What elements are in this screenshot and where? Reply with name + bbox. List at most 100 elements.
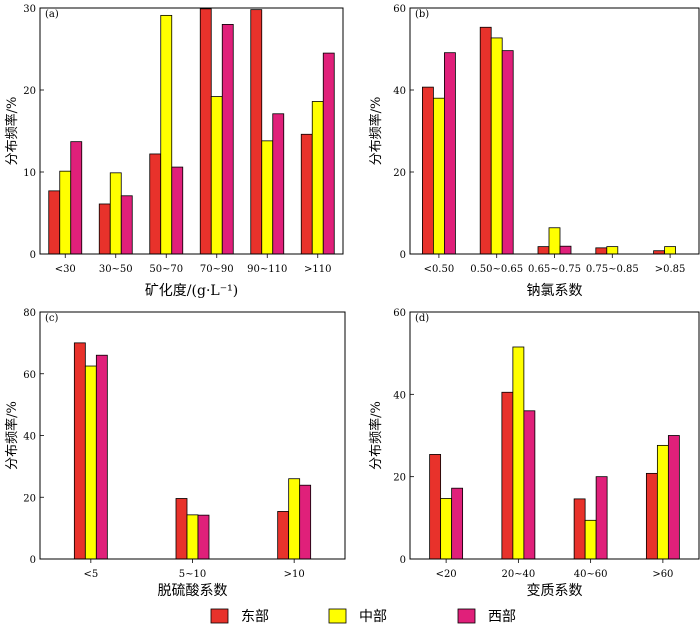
x-tick-label: >110 [304,264,331,275]
x-axis-title: 变质系数 [527,583,583,599]
x-tick-label: >10 [284,569,305,580]
bar-中部-<0.50 [432,97,445,255]
bar-西部-<30 [70,141,83,255]
bar-中部->0.85 [664,246,676,255]
x-tick-label: 0.75~0.85 [586,264,639,275]
bar-东部-5~10 [175,498,188,560]
bar-东部-50~70 [149,153,162,255]
bar-东部-<20 [429,454,442,560]
bar-中部-<30 [59,170,72,255]
bar-中部->10 [288,478,301,560]
x-tick-label: 70~90 [200,264,234,275]
chart-d: <20 20~40 40~60 >60 0 20 40 60 (d) 变质系数 分布频率/% [368,308,700,599]
legend: 东部 中部 西部 [210,608,516,625]
y-tick-label: 20 [23,86,36,97]
x-axis-title: 矿化度/(g·L⁻¹) [145,283,238,299]
bar-东部-<0.50 [421,86,434,255]
bar-中部-0.65~0.75 [548,227,561,255]
y-axis-title: 分布频率/% [368,97,384,166]
bar-西部->60 [667,435,680,560]
chart-c: <5 5~10 >10 0 20 40 60 80 (c) 脱硫酸系数 分布频率/% [4,308,346,599]
y-tick-label: 0 [400,555,406,566]
y-tick-label: 60 [23,370,36,381]
y-tick-label: 30 [23,4,36,15]
bar-东部-0.50~0.65 [479,26,492,255]
bar-中部-0.75~0.85 [606,246,619,255]
y-tick-label: 0 [400,250,406,261]
bar-西部-<5 [95,354,108,560]
bar-东部-<30 [48,190,61,255]
plot-frame [409,311,700,560]
plot-frame [39,7,344,255]
panel-label: (a) [45,9,59,20]
bar-西部-<20 [451,487,464,560]
bar-西部-0.65~0.75 [559,245,572,255]
bar-中部-5~10 [186,514,199,560]
legend-swatch-东部 [210,608,229,624]
bar-中部-30~50 [109,172,122,255]
x-tick-label: >60 [652,569,673,580]
x-tick-label: <5 [83,569,98,580]
y-tick-label: 80 [23,308,36,319]
x-tick-label: <30 [55,264,76,275]
x-axis-title: 脱硫酸系数 [158,583,228,599]
bar-东部-70~90 [199,8,212,255]
bar-中部-40~60 [584,519,597,560]
x-tick-label: 0.50~0.65 [470,264,523,275]
chart-b: <0.50 0.50~0.65 0.65~0.75 0.75~0.85 >0.85 0 20… [368,4,700,299]
x-tick-label: >0.85 [655,264,686,275]
x-tick-label: 5~10 [179,569,206,580]
bar-西部-30~50 [120,195,133,255]
x-tick-label: 30~50 [99,264,133,275]
bar-西部->10 [299,484,312,560]
panel-label: (c) [45,313,59,324]
panel-label: (d) [415,313,429,324]
x-tick-label: 50~70 [149,264,183,275]
y-tick-label: 20 [393,473,406,484]
legend-swatch-西部 [457,608,476,624]
bar-中部-0.50~0.65 [490,37,503,255]
y-axis-title: 分布频率/% [368,401,384,470]
bar-中部-90~110 [261,140,274,255]
legend-swatch-中部 [328,608,347,624]
bar-西部-70~90 [221,23,234,255]
y-tick-label: 40 [393,390,406,401]
x-tick-label: <20 [436,569,457,580]
y-axis-title: 分布频率/% [4,97,20,166]
legend-label-中部: 中部 [359,609,387,625]
bar-西部->110 [322,52,335,255]
bar-东部-0.65~0.75 [537,246,550,255]
bar-东部->110 [300,133,313,255]
bar-西部-20~40 [523,410,536,560]
bar-东部-90~110 [250,9,263,255]
bar-东部->10 [277,511,290,560]
bar-东部-0.75~0.85 [595,247,608,255]
legend-label-东部: 东部 [241,609,269,625]
panel-label: (b) [415,9,429,20]
y-tick-label: 20 [23,493,36,504]
bar-西部-0.50~0.65 [501,50,514,255]
y-tick-label: 40 [23,432,36,443]
bar-东部->60 [645,472,658,560]
y-axis-title: 分布频率/% [4,401,20,470]
y-tick-label: 10 [23,168,36,179]
bar-西部-<0.50 [443,52,456,255]
y-tick-label: 40 [393,86,406,97]
bar-东部-<5 [73,342,86,560]
chart-a: <30 30~50 50~70 70~90 90~110 >110 0 10 20 30 (a) 矿化… [4,4,344,299]
bar-中部-70~90 [210,96,223,255]
x-tick-label: 20~40 [501,569,535,580]
y-tick-label: 20 [393,168,406,179]
bar-东部-40~60 [573,498,586,560]
x-axis-title: 钠氯系数 [527,283,583,299]
bar-东部-20~40 [501,391,514,560]
bar-西部-50~70 [171,166,184,255]
bar-中部-<20 [440,498,453,560]
legend-label-西部: 西部 [488,609,516,625]
bar-中部->110 [311,101,324,255]
bar-东部-30~50 [98,203,111,255]
x-tick-label: 90~110 [247,264,287,275]
y-tick-label: 60 [393,308,406,319]
x-tick-label: 40~60 [574,569,608,580]
